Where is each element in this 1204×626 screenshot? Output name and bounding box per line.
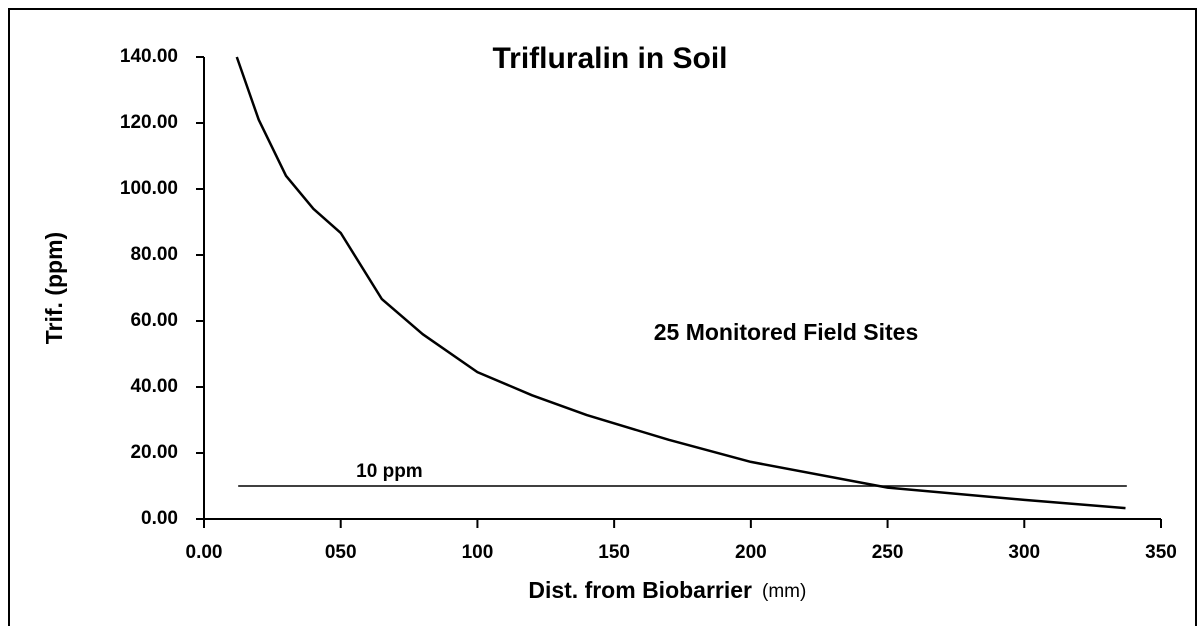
x-tick-label: 100 [462,542,494,563]
x-axis-unit: (mm) [762,581,806,602]
y-tick-label: 140.00 [120,46,178,67]
y-tick-label: 60.00 [130,310,178,331]
y-tick-label: 40.00 [130,376,178,397]
y-tick-label: 120.00 [120,112,178,133]
data-line [235,56,1126,510]
y-axis-label: Trif. (ppm) [41,232,67,344]
reference-label: 10 ppm [356,461,423,482]
x-tick-label: 350 [1145,542,1177,563]
x-tick-label: 150 [598,542,630,563]
x-tick-label: 250 [872,542,904,563]
frame [8,8,1197,626]
y-tick-label: 0.00 [141,508,178,529]
annotation: 25 Monitored Field Sites [654,319,919,345]
chart-title: Trifluralin in Soil [492,42,727,75]
x-axis-label: Dist. from Biobarrier [528,577,752,603]
x-tick-label: 050 [325,542,357,563]
x-tick-label: 0.00 [186,542,223,563]
x-tick-label: 200 [735,542,767,563]
x-tick-label: 300 [1008,542,1040,563]
y-tick-label: 100.00 [120,178,178,199]
y-tick-label: 20.00 [130,442,178,463]
y-tick-label: 80.00 [130,244,178,265]
